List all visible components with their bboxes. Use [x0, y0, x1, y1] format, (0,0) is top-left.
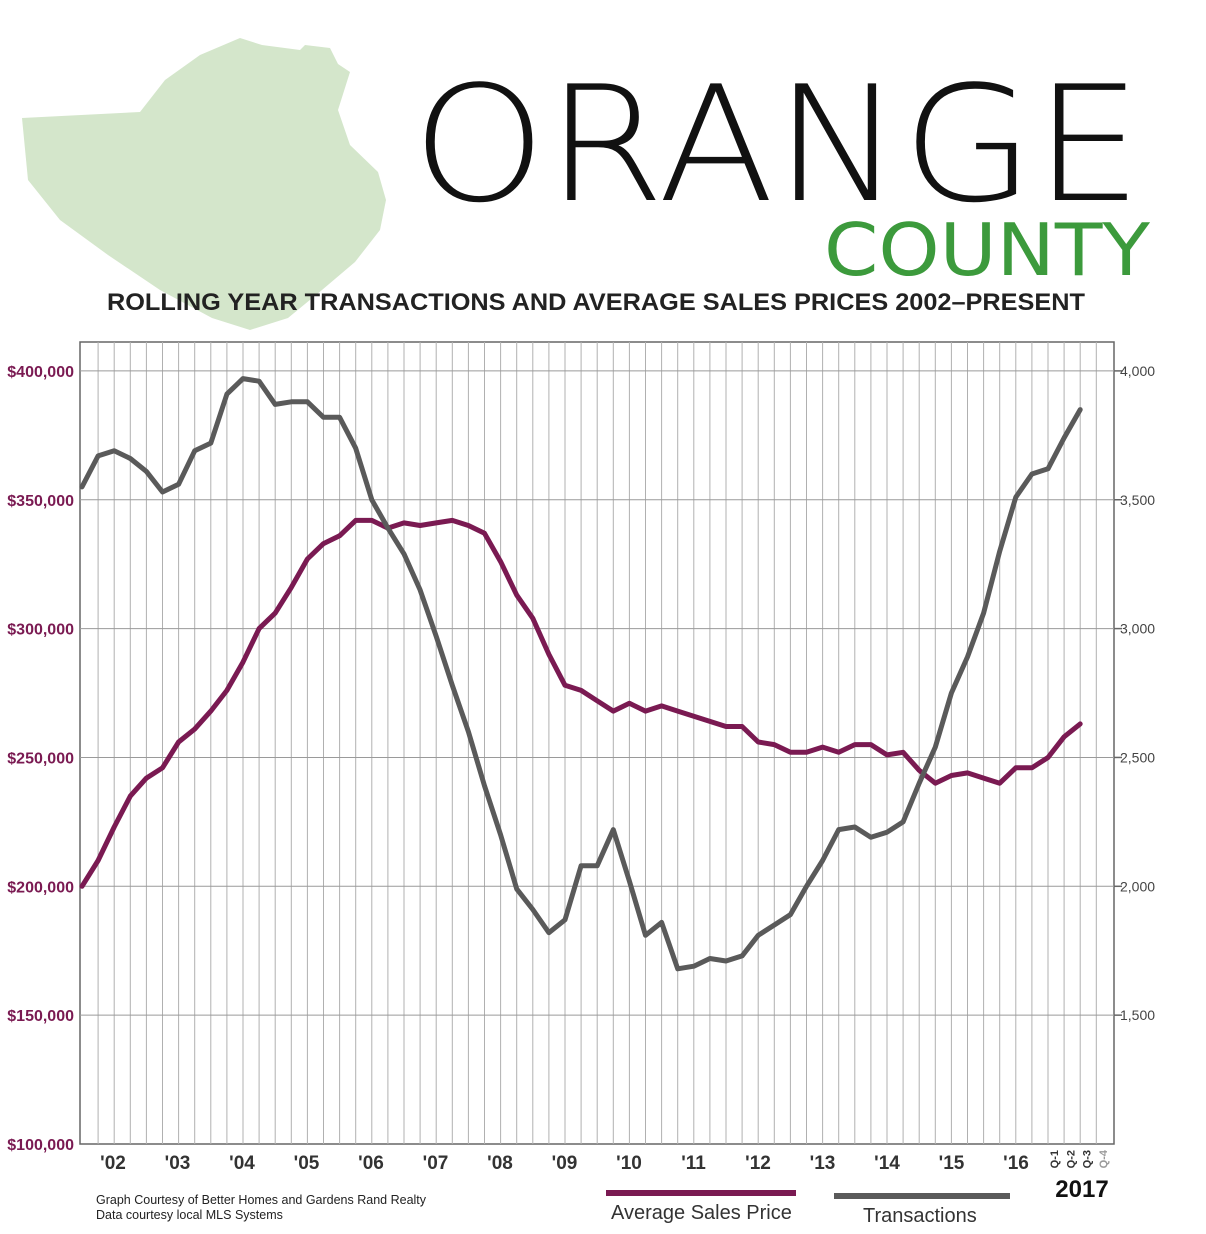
x-tick-label: '10 — [616, 1153, 642, 1174]
x-tick-label: '04 — [229, 1153, 255, 1174]
y-left-tick-label: $150,000 — [7, 1008, 74, 1025]
x-tick-label: '13 — [810, 1153, 836, 1174]
x-tick-label: '09 — [552, 1153, 578, 1174]
x-tick-label: '16 — [1003, 1153, 1029, 1174]
quarter-tick-label: Q-3 — [1082, 1150, 1094, 1168]
y-right-tick-label: 1,500 — [1120, 1007, 1155, 1023]
y-right-tick-label: 3,500 — [1120, 492, 1155, 508]
x-tick-label: '08 — [487, 1153, 513, 1174]
credit-line-1: Graph Courtesy of Better Homes and Garde… — [96, 1193, 427, 1207]
x-axis-ticks: '02 '03 '04 '05 '06 '07 '08 '09 '10 '11 '12 '13 '14 '… — [100, 1153, 1029, 1174]
quarter-tick-label: Q-2 — [1065, 1150, 1077, 1168]
y-right-tick-label: 3,000 — [1120, 621, 1155, 637]
series-lines — [79, 376, 1083, 972]
y-left-tick-label: $350,000 — [7, 493, 74, 510]
x-tick-label: '06 — [358, 1153, 384, 1174]
x-tick-label: '05 — [294, 1153, 320, 1174]
horizontal-grid — [80, 370, 1114, 1016]
y-left-tick-label: $300,000 — [7, 622, 74, 639]
x-tick-label: '14 — [874, 1153, 900, 1174]
quarter-tick-label: Q-1 — [1049, 1150, 1061, 1168]
y-left-tick-label: $400,000 — [7, 364, 74, 381]
x-tick-label: '12 — [745, 1153, 771, 1174]
x-tick-label: '11 — [681, 1153, 706, 1174]
year-label: 2017 — [1055, 1176, 1108, 1203]
transactions-series-line — [79, 376, 1083, 972]
vertical-grid — [97, 342, 1097, 1144]
price-series-line — [79, 517, 1083, 889]
legend-price-label: Average Sales Price — [611, 1202, 792, 1224]
title-orange: ORANGE — [412, 51, 1142, 238]
y-right-tick-label: 4,000 — [1120, 363, 1155, 379]
county-map-shape — [22, 38, 386, 330]
y-right-tick-label: 2,000 — [1120, 878, 1155, 894]
y-left-tick-label: $200,000 — [7, 879, 74, 896]
quarter-ticks: Q-1 Q-2 Q-3 Q-4 — [1049, 1149, 1110, 1168]
quarter-tick-label: Q-4 — [1098, 1149, 1110, 1168]
right-axis-ticks: 1,500 2,000 2,500 3,000 3,500 4,000 — [1114, 363, 1155, 1023]
y-left-tick-label: $100,000 — [7, 1137, 74, 1154]
y-left-tick-label: $250,000 — [7, 750, 74, 767]
left-axis-ticks: $100,000 $150,000 $200,000 $250,000 $300,000… — [7, 364, 74, 1154]
y-right-tick-label: 2,500 — [1120, 749, 1155, 765]
chart-title: ROLLING YEAR TRANSACTIONS AND AVERAGE SA… — [107, 289, 1085, 316]
credit-line-2: Data courtesy local MLS Systems — [96, 1208, 283, 1222]
x-tick-label: '07 — [423, 1153, 449, 1174]
title-county: COUNTY — [824, 208, 1151, 292]
legend-transactions-label: Transactions — [863, 1205, 977, 1227]
x-tick-label: '15 — [939, 1153, 965, 1174]
x-tick-label: '02 — [100, 1153, 126, 1174]
x-tick-label: '03 — [165, 1153, 191, 1174]
